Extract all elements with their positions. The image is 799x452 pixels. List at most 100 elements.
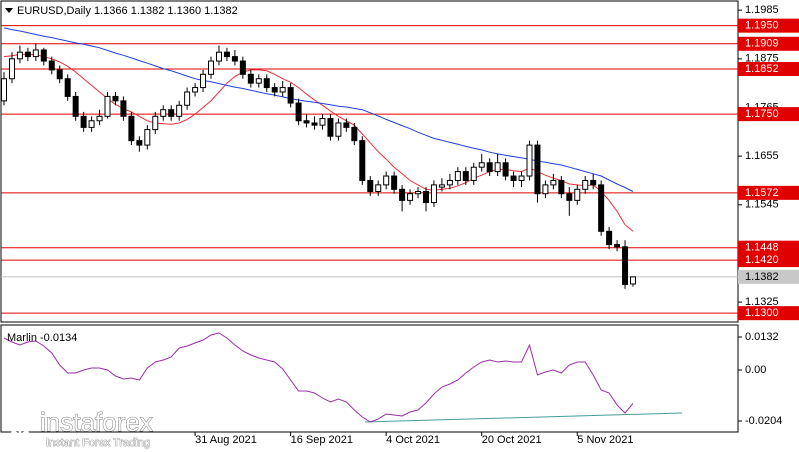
candle-body [391,175,398,190]
level-label: 1.1909 [745,38,779,50]
candle-body [64,78,71,97]
candle-body [566,193,573,201]
candle-body [152,115,159,131]
candle-body [176,104,183,117]
x-tick-label: 20 Oct 2021 [482,434,542,446]
candle-body [375,184,382,193]
candle-body [430,184,437,204]
candle-body [263,78,270,89]
level-label-box [738,18,799,33]
candle-body [255,78,262,84]
candle-body [343,122,350,128]
candle-body [72,95,79,117]
candle-body [351,126,358,142]
candle-body [327,118,334,137]
candle-body [558,179,565,195]
indicator-y-tick-label: 0.0132 [745,331,779,343]
y-tick-label: 1.1985 [745,4,779,16]
candle-body [415,191,422,195]
candle-body [383,175,390,186]
candle-body [279,87,286,93]
candle-body [478,162,485,168]
logo-name: instaforex [40,407,153,437]
candle-body [470,166,477,181]
candle-body [311,122,318,126]
candle-body [407,193,414,201]
indicator-label: Marlin -0.0134 [7,332,77,344]
current-price-box [738,269,799,284]
logo-icon [6,411,34,439]
candle-body [56,69,63,80]
logo: instaforex Instant Forex Trading [6,406,153,449]
candle-body [454,171,461,181]
level-label-box [738,240,799,255]
level-label-box [738,253,799,268]
menu-triangle [5,8,13,13]
current-price-label: 1.1382 [745,271,779,283]
candle-body [32,49,39,58]
candle-body [223,51,230,58]
candle-body [80,115,87,128]
candle-body [200,73,207,89]
level-label: 1.1750 [745,108,779,120]
candle-body [598,184,605,232]
x-tick-label: 5 Nov 2021 [577,434,633,446]
y-tick-label: 1.1325 [745,296,779,308]
level-label: 1.1852 [745,63,779,75]
y-tick-label: 1.1655 [745,150,779,162]
candle-body [192,87,199,93]
candle-body [399,188,406,201]
candle-body [422,191,429,204]
chart-title: EURUSD,Daily 1.1366 1.1382 1.1360 1.1382 [17,5,238,17]
candle-body [160,109,167,117]
candle-body [574,188,581,201]
level-label-box [738,107,799,122]
candle-body [8,58,15,80]
candle-body [518,175,525,181]
main-panel-frame [0,0,739,323]
y-tick-label: 1.1875 [745,53,779,65]
candle-body [168,109,175,117]
indicator-y-tick-label: -0.0204 [745,415,782,427]
level-label: 1.1950 [745,20,779,32]
candle-body [510,175,517,181]
candle-body [590,179,597,186]
candle-body [486,162,493,173]
candle-body [112,95,119,102]
candle-body [215,51,222,62]
candle-body [438,184,445,188]
candle-body [367,179,374,193]
candle-body [622,246,629,285]
candle-body [614,244,621,248]
candle-body [446,179,453,186]
candle-body [582,179,589,190]
level-label: 1.1420 [745,254,779,266]
candle-body [319,118,326,126]
x-tick-label: 16 Sep 2021 [291,434,353,446]
candle-body [120,100,127,117]
candle-body [48,60,55,71]
y-tick-label: 1.1545 [745,199,779,211]
candle-body [208,60,215,75]
candle-body [136,140,143,146]
candle-body [40,49,47,62]
level-label-box [738,62,799,76]
indicator-y-tick-label: 0.00 [745,364,766,376]
candle-body [184,91,191,106]
candle-body [1,78,7,102]
candle-body [96,115,103,122]
candle-body [502,162,509,177]
x-tick-label: 4 Oct 2021 [386,434,440,446]
level-label: 1.1448 [745,242,779,254]
candle-body [462,171,469,181]
candle-body [630,276,636,285]
candle-body [24,51,31,58]
level-label-box [738,36,799,51]
candle-body [542,184,549,195]
candle-body [104,95,111,117]
level-label: 1.1300 [745,307,779,319]
x-tick-label: 31 Aug 2021 [195,434,257,446]
level-label-box [738,306,799,321]
